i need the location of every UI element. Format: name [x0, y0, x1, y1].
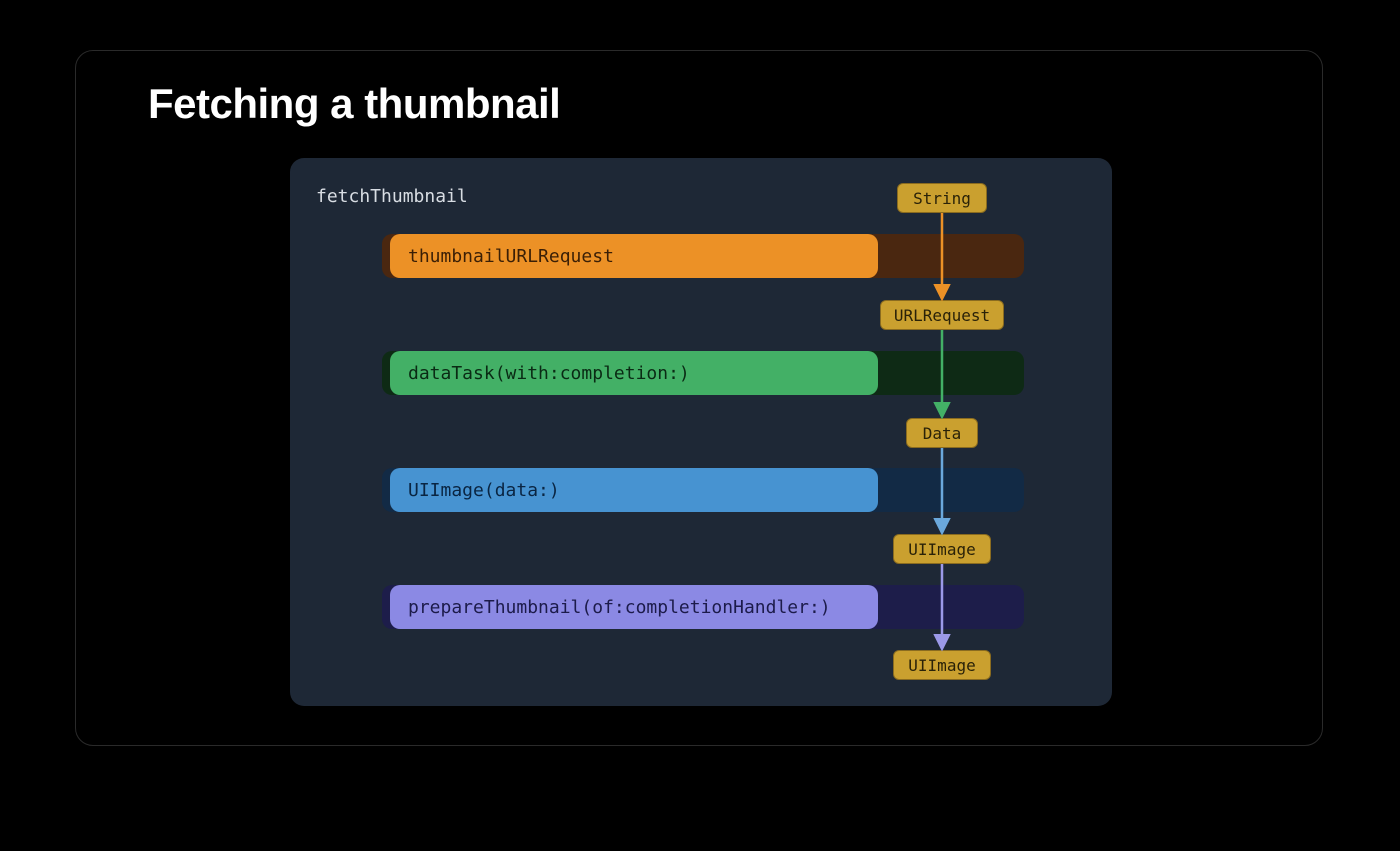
type-box: Data: [906, 418, 978, 448]
step-pill: UIImage(data:): [390, 468, 878, 512]
slide-title: Fetching a thumbnail: [148, 80, 560, 128]
type-box: String: [897, 183, 987, 213]
step-pill: thumbnailURLRequest: [390, 234, 878, 278]
function-name-label: fetchThumbnail: [316, 186, 468, 207]
type-box: URLRequest: [880, 300, 1004, 330]
step-pill: dataTask(with:completion:): [390, 351, 878, 395]
type-box: UIImage: [893, 650, 991, 680]
step-pill: prepareThumbnail(of:completionHandler:): [390, 585, 878, 629]
type-box: UIImage: [893, 534, 991, 564]
